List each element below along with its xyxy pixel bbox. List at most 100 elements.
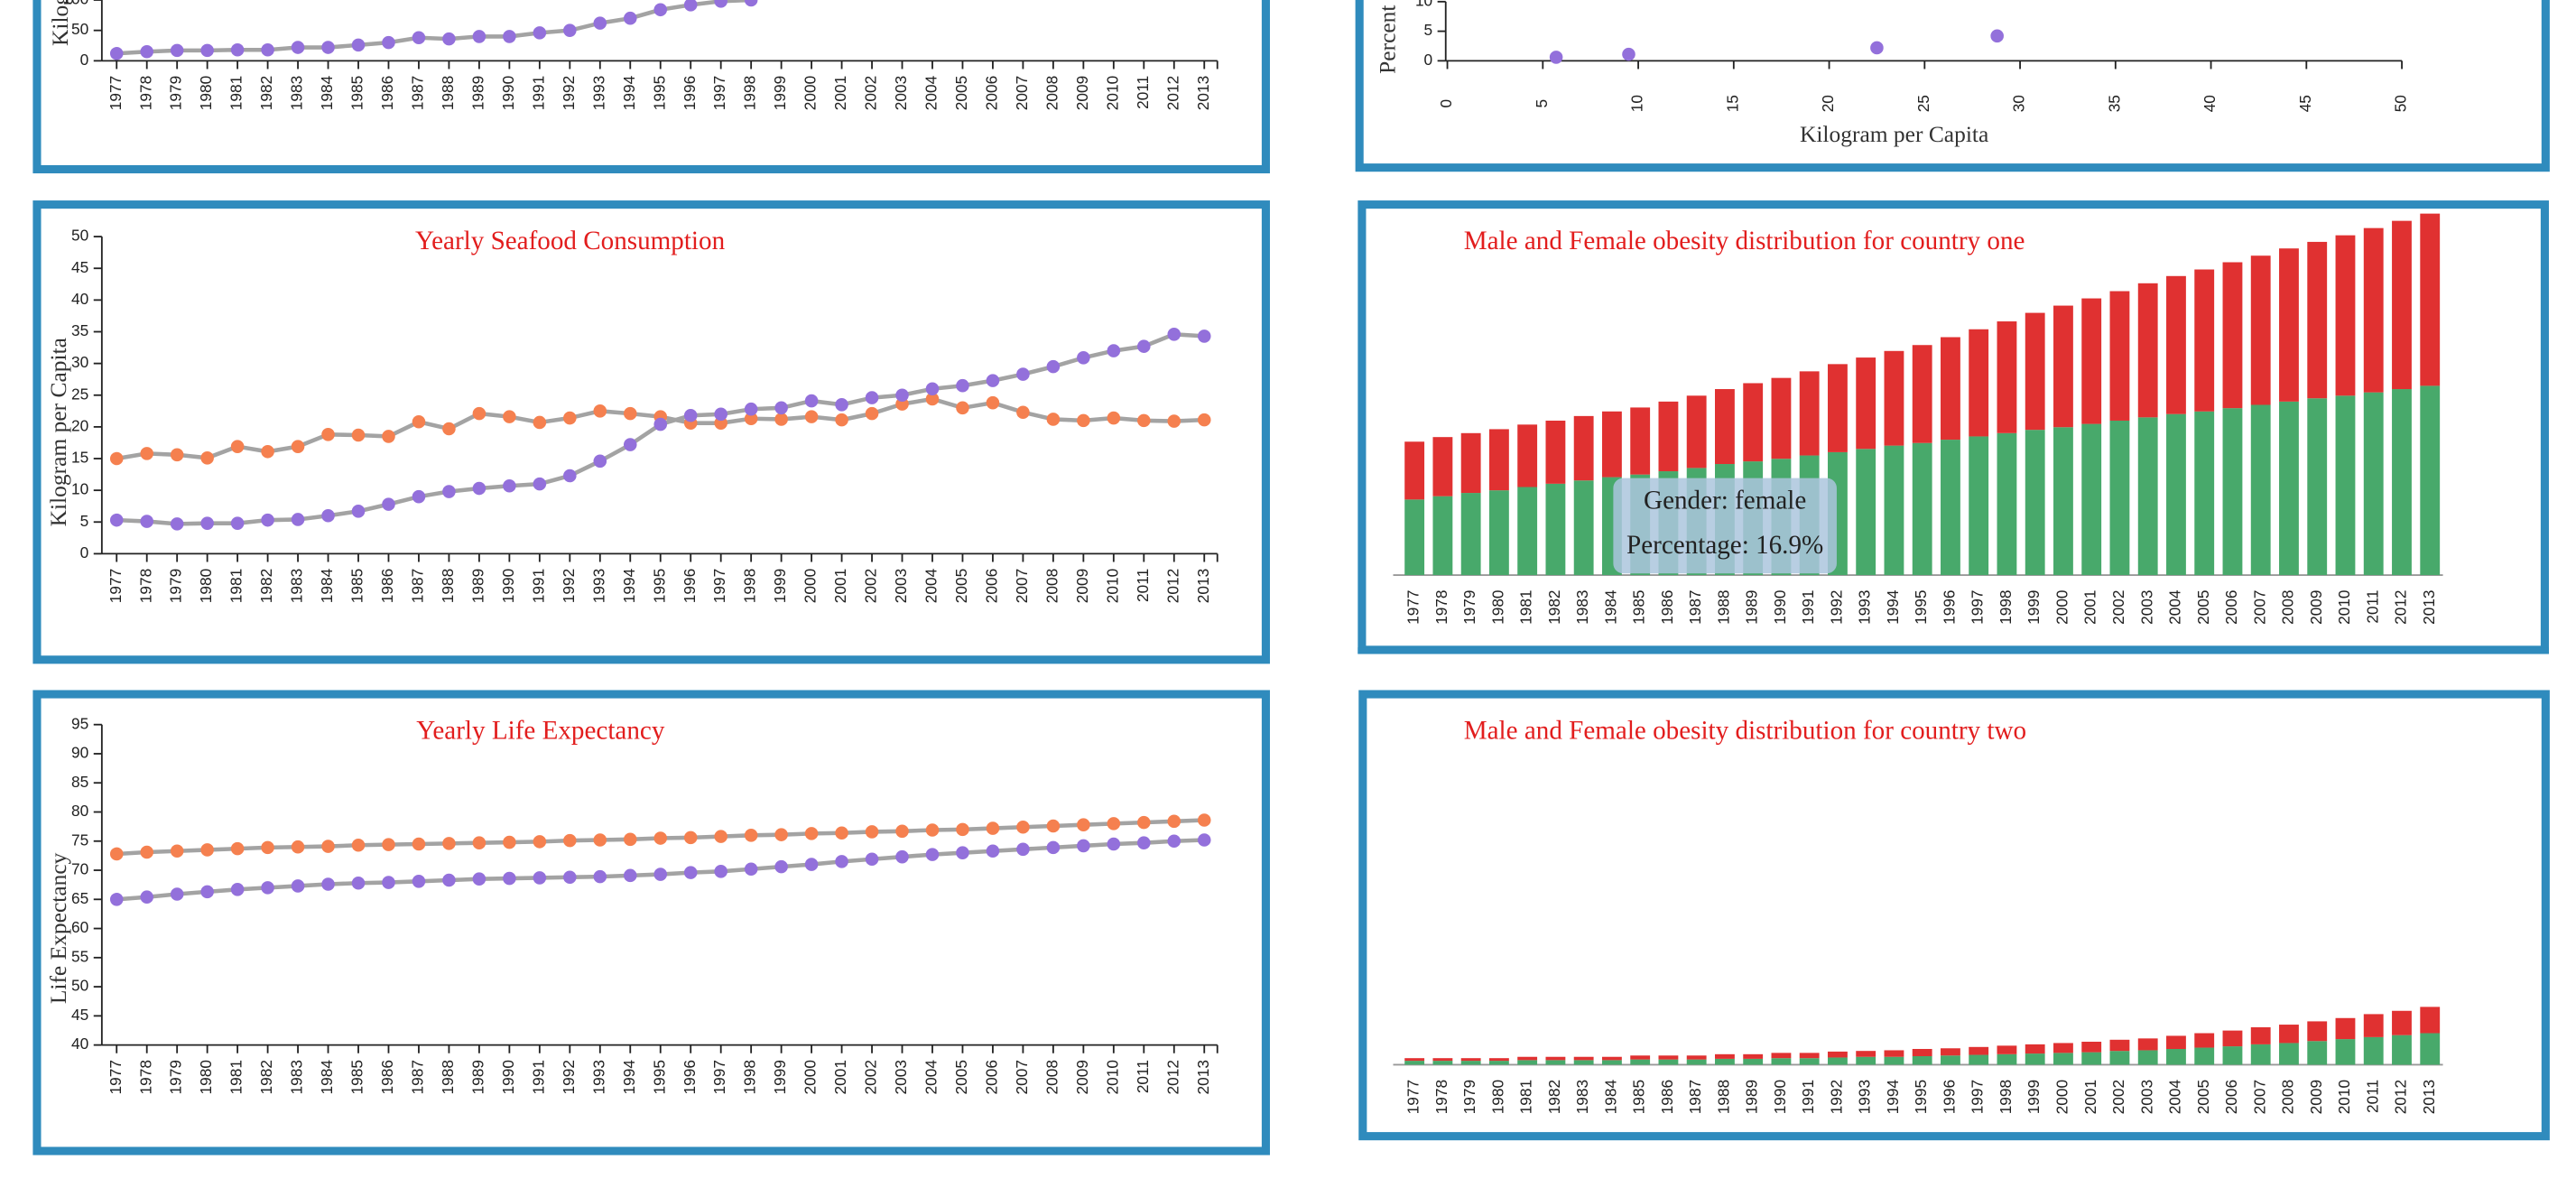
data-point: [533, 26, 547, 40]
x-tick-label: 1997: [710, 76, 728, 110]
bar-segment: [2392, 1010, 2412, 1035]
bar-segment: [1545, 1060, 1566, 1065]
x-tick-label: 1984: [318, 1060, 336, 1095]
x-tick-label: 1981: [1517, 1080, 1535, 1114]
bar-segment: [2420, 1007, 2441, 1034]
data-point: [925, 823, 940, 837]
x-tick-label: 1994: [1884, 1079, 1902, 1114]
x-tick-label: 2004: [922, 1060, 941, 1095]
y-axis-label: Life Expectancy: [45, 852, 71, 1004]
x-tick-label: 2007: [2250, 589, 2268, 624]
bar-segment: [1828, 364, 1848, 452]
bar-segment: [1912, 1048, 1932, 1057]
bar-segment: [2307, 241, 2328, 399]
bar-segment: [2137, 1050, 2158, 1065]
bar-segment: [2166, 275, 2186, 414]
y-tick-label: 5: [1424, 21, 1433, 39]
x-tick-label: 1985: [1630, 1080, 1648, 1114]
bar-segment: [1941, 337, 1960, 441]
x-tick-label: 2007: [2250, 1080, 2268, 1114]
x-tick-label: 1990: [499, 569, 517, 603]
x-tick-label: 2007: [1013, 1060, 1031, 1094]
bar-segment: [1488, 429, 1509, 491]
bar-segment: [2081, 1052, 2102, 1065]
data-point: [321, 508, 335, 523]
y-tick-label: 60: [71, 918, 88, 936]
bar-segment: [2081, 423, 2102, 576]
x-tick-label: 1986: [378, 569, 396, 603]
bar-segment: [2194, 269, 2215, 412]
x-tick-label: 1986: [1658, 1080, 1676, 1114]
x-tick-label: 2013: [1194, 569, 1212, 603]
bar-segment: [1828, 1057, 1848, 1065]
bar-segment: [1941, 1048, 1960, 1056]
data-point: [956, 378, 969, 393]
y-tick-label: 45: [71, 1006, 88, 1024]
data-point: [1016, 367, 1030, 381]
bar-segment: [1517, 1056, 1538, 1061]
bar-segment: [1997, 432, 2017, 576]
y-tick-label: 85: [71, 773, 88, 791]
data-point: [200, 843, 214, 857]
data-point: [291, 41, 305, 54]
data-point: [744, 0, 758, 7]
x-tick-label: 1998: [1997, 589, 2015, 624]
bar-segment: [2222, 1046, 2243, 1065]
bar-segment: [1573, 480, 1594, 576]
y-axis-label: Kilogram per Capita: [47, 0, 73, 46]
x-tick-label: 2010: [1103, 76, 1121, 110]
bar-segment: [1517, 424, 1538, 487]
y-tick-label: 0: [1424, 51, 1433, 69]
bar-segment: [1573, 1060, 1594, 1065]
data-point: [714, 865, 727, 878]
x-tick-label: 1989: [468, 1060, 486, 1094]
x-tick-label: 50: [2392, 95, 2410, 112]
bar-segment: [2081, 1041, 2102, 1053]
data-point: [593, 869, 607, 884]
data-point: [1197, 813, 1211, 827]
data-point: [291, 440, 305, 453]
x-tick-label: 1997: [1969, 1080, 1987, 1114]
x-tick-label: 1979: [1460, 589, 1478, 624]
data-point: [804, 410, 819, 423]
bar-segment: [1856, 449, 1876, 576]
x-tick-label: 1988: [1714, 589, 1732, 624]
bar-segment: [1997, 1045, 2017, 1054]
bar-segment: [1601, 1060, 1622, 1065]
bar-segment: [1912, 442, 1932, 576]
x-tick-label: 1993: [589, 569, 607, 603]
x-tick-label: 1993: [1856, 1080, 1874, 1114]
x-tick-label: 2011: [2363, 589, 2381, 623]
data-point: [1137, 339, 1151, 353]
data-point: [653, 868, 668, 881]
bar-segment: [1856, 1056, 1876, 1065]
bar-segment: [2420, 213, 2441, 386]
bar-segment: [1404, 441, 1425, 500]
x-tick-label: 1994: [620, 1060, 638, 1095]
bar-segment: [1404, 499, 1425, 576]
data-point: [1167, 414, 1181, 428]
data-point: [925, 392, 940, 406]
data-point: [503, 835, 516, 849]
x-tick-label: 1985: [348, 76, 366, 110]
bar-segment: [1658, 1059, 1679, 1065]
x-tick-label: 2003: [892, 1060, 910, 1094]
x-tick-label: 1995: [650, 76, 668, 110]
data-point: [503, 410, 516, 423]
bar-segment: [2109, 1039, 2130, 1052]
y-tick-label: 75: [71, 830, 88, 849]
x-tick-label: 25: [1914, 95, 1932, 112]
data-point: [140, 515, 153, 528]
data-point: [472, 872, 486, 886]
data-point: [925, 848, 940, 861]
x-tick-label: 1986: [378, 76, 396, 110]
panel: [32, 200, 1270, 664]
data-point: [895, 388, 909, 403]
data-point: [593, 454, 607, 469]
y-axis-label: Kilogram per Capita: [45, 338, 71, 526]
bar-segment: [2363, 1014, 2384, 1037]
x-tick-label: 1986: [378, 1060, 396, 1094]
x-tick-label: 1980: [197, 1060, 215, 1094]
chart-title: Male and Female obesity distribution for…: [1464, 227, 2025, 255]
bar-segment: [1517, 487, 1538, 576]
